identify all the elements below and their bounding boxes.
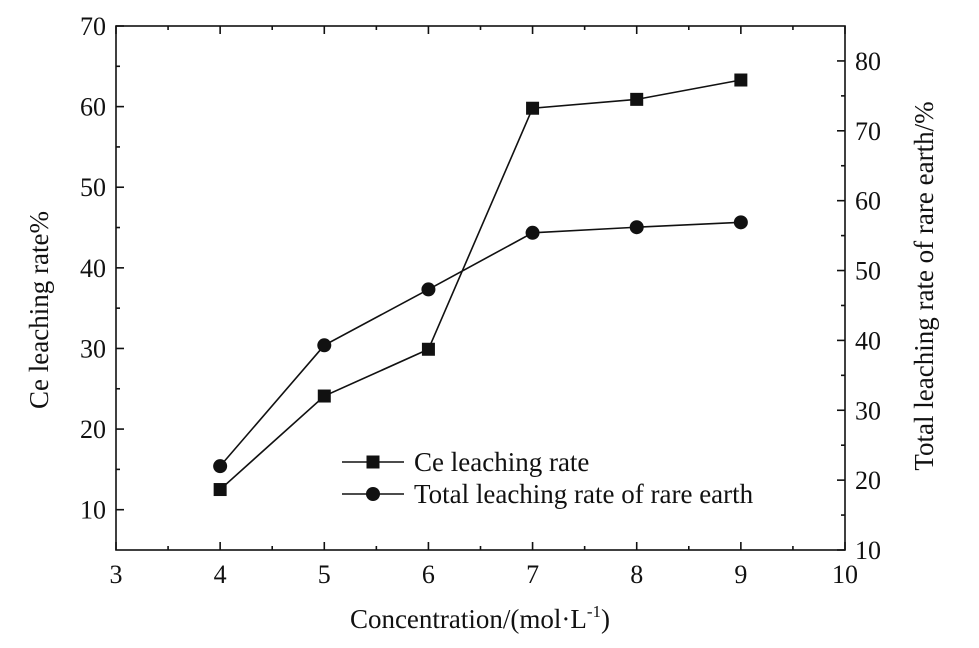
data-point bbox=[525, 225, 540, 240]
right-y-tick-label: 30 bbox=[855, 396, 881, 425]
left-y-tick-label: 60 bbox=[80, 93, 106, 122]
left-y-tick-label: 50 bbox=[80, 173, 106, 202]
legend-marker bbox=[366, 455, 380, 469]
right-y-tick-label: 50 bbox=[855, 257, 881, 286]
x-axis-title: Concentration/(mol·L-1) bbox=[350, 602, 610, 634]
legend-entry-2: Total leaching rate of rare earth bbox=[342, 479, 754, 509]
left-y-tick-label: 40 bbox=[80, 254, 106, 283]
x-tick-label: 7 bbox=[526, 560, 539, 589]
right-y-tick-label: 20 bbox=[855, 466, 881, 495]
data-point bbox=[317, 338, 332, 353]
left-y-tick-label: 30 bbox=[80, 334, 106, 363]
right-y-tick-label: 40 bbox=[855, 326, 881, 355]
data-point bbox=[630, 92, 644, 106]
data-point bbox=[213, 483, 227, 497]
legend-label: Total leaching rate of rare earth bbox=[414, 479, 754, 509]
x-axis-title-close: ) bbox=[601, 604, 610, 634]
data-point bbox=[733, 215, 748, 230]
data-point bbox=[629, 220, 644, 235]
x-tick-label: 9 bbox=[734, 560, 747, 589]
data-point bbox=[526, 101, 540, 115]
right-y-tick-label: 10 bbox=[855, 536, 881, 565]
legend-marker bbox=[366, 487, 380, 501]
series-line bbox=[219, 79, 742, 491]
x-axis-title-superscript: -1 bbox=[587, 602, 601, 621]
data-point bbox=[734, 73, 748, 87]
x-tick-label: 5 bbox=[318, 560, 331, 589]
x-axis-title-text: Concentration/(mol·L bbox=[350, 604, 587, 634]
x-tick-label: 3 bbox=[110, 560, 123, 589]
left-y-tick-label: 20 bbox=[80, 415, 106, 444]
right-y-axis-title: Total leaching rate of rare earth/% bbox=[909, 101, 939, 470]
left-y-tick-label: 10 bbox=[80, 496, 106, 525]
left-y-tick-label: 70 bbox=[80, 12, 106, 41]
x-tick-label: 10 bbox=[832, 560, 858, 589]
series-2 bbox=[213, 215, 748, 474]
data-point bbox=[421, 342, 435, 356]
x-tick-label: 6 bbox=[422, 560, 435, 589]
legend-entry-1: Ce leaching rate bbox=[342, 447, 589, 477]
x-tick-label: 8 bbox=[630, 560, 643, 589]
right-y-tick-label: 80 bbox=[855, 47, 881, 76]
x-tick-label: 4 bbox=[214, 560, 227, 589]
data-point bbox=[421, 282, 436, 297]
series-layer bbox=[213, 73, 748, 497]
series-1 bbox=[213, 73, 748, 497]
data-point bbox=[317, 389, 331, 403]
right-y-tick-label: 70 bbox=[855, 117, 881, 146]
series-line bbox=[219, 221, 741, 467]
right-y-tick-label: 60 bbox=[855, 187, 881, 216]
data-point bbox=[213, 459, 228, 474]
legend-label: Ce leaching rate bbox=[414, 447, 589, 477]
left-y-axis-title: Ce leaching rate% bbox=[24, 211, 54, 409]
